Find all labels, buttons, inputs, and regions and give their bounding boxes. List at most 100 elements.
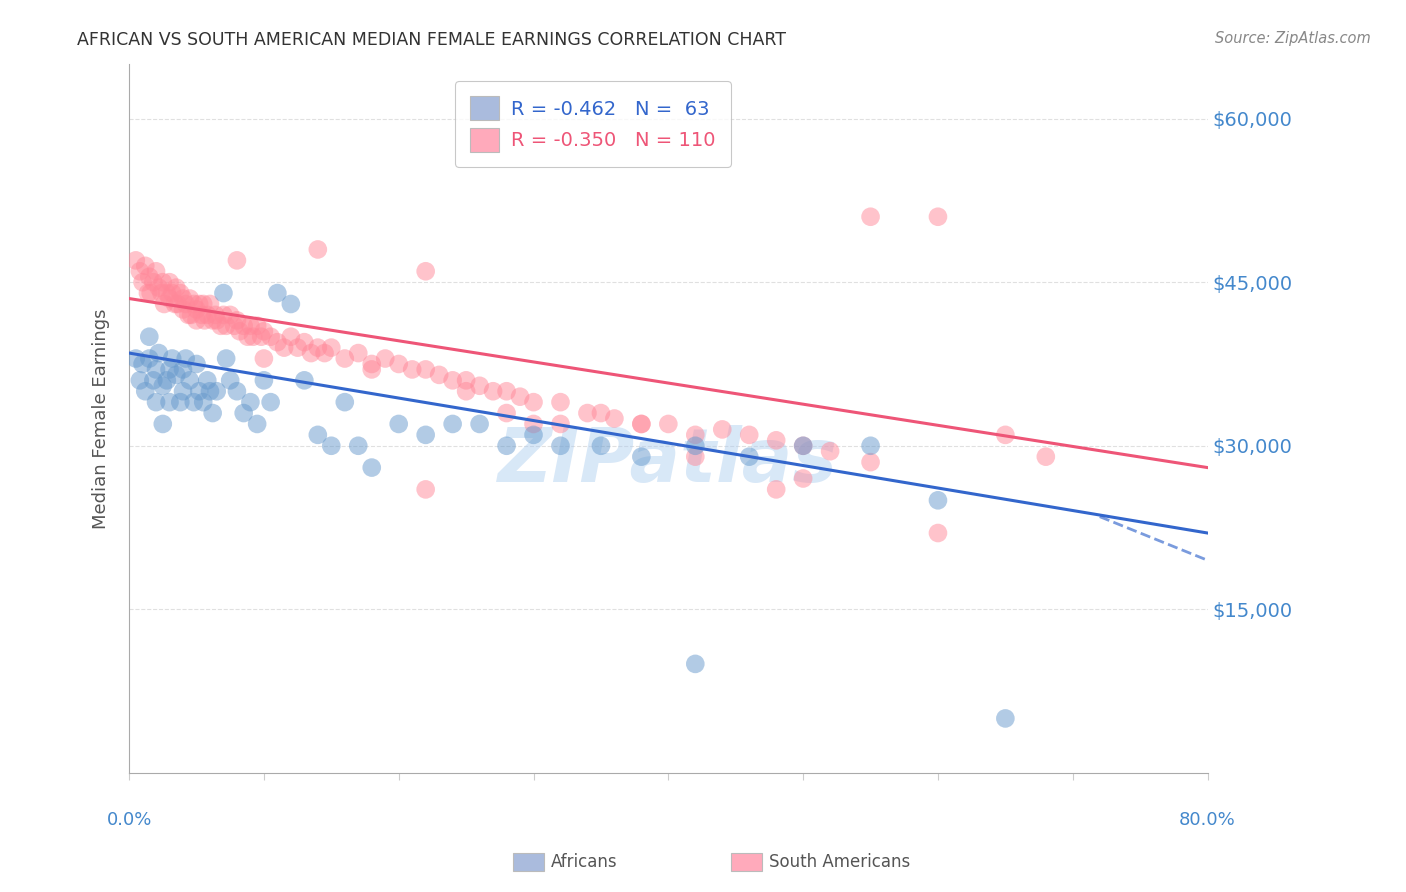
Point bbox=[150, 286, 173, 301]
Point bbox=[205, 313, 228, 327]
Point bbox=[456, 384, 478, 399]
Point bbox=[153, 297, 176, 311]
Point bbox=[152, 275, 174, 289]
Point bbox=[239, 318, 262, 333]
Point bbox=[201, 313, 224, 327]
Point bbox=[172, 384, 194, 399]
Y-axis label: Median Female Earnings: Median Female Earnings bbox=[93, 309, 110, 529]
Point bbox=[159, 362, 181, 376]
Text: 0.0%: 0.0% bbox=[107, 811, 152, 830]
Point bbox=[183, 297, 205, 311]
Text: South Americans: South Americans bbox=[769, 853, 910, 871]
Point bbox=[441, 373, 464, 387]
Point bbox=[307, 243, 329, 257]
Point bbox=[415, 428, 437, 442]
Point bbox=[859, 210, 882, 224]
Point bbox=[142, 275, 165, 289]
Point bbox=[212, 308, 235, 322]
Point bbox=[188, 297, 211, 311]
Point bbox=[186, 302, 208, 317]
Point bbox=[232, 318, 254, 333]
Point bbox=[630, 450, 652, 464]
Point bbox=[253, 351, 276, 366]
Point bbox=[711, 422, 734, 436]
Point bbox=[148, 280, 170, 294]
Point bbox=[138, 351, 160, 366]
Text: AFRICAN VS SOUTH AMERICAN MEDIAN FEMALE EARNINGS CORRELATION CHART: AFRICAN VS SOUTH AMERICAN MEDIAN FEMALE … bbox=[77, 31, 786, 49]
Point bbox=[792, 471, 814, 485]
Text: Source: ZipAtlas.com: Source: ZipAtlas.com bbox=[1215, 31, 1371, 46]
Point bbox=[145, 362, 167, 376]
Point bbox=[131, 275, 153, 289]
Point bbox=[522, 428, 544, 442]
Point bbox=[292, 373, 315, 387]
Point bbox=[738, 428, 761, 442]
Point bbox=[186, 357, 208, 371]
Point bbox=[495, 439, 517, 453]
Point bbox=[259, 329, 281, 343]
Point bbox=[388, 357, 411, 371]
Point bbox=[927, 493, 949, 508]
Point bbox=[228, 324, 250, 338]
Point bbox=[169, 395, 191, 409]
Point bbox=[415, 362, 437, 376]
Point bbox=[347, 346, 370, 360]
Point bbox=[134, 259, 156, 273]
Point bbox=[415, 483, 437, 497]
Point bbox=[374, 351, 396, 366]
Point bbox=[441, 417, 464, 431]
Point bbox=[219, 308, 242, 322]
Point bbox=[172, 292, 194, 306]
Point bbox=[266, 286, 288, 301]
Text: ZIPatlas: ZIPatlas bbox=[498, 425, 838, 498]
Point bbox=[131, 357, 153, 371]
Point bbox=[401, 362, 423, 376]
Point bbox=[314, 346, 336, 360]
Point bbox=[128, 264, 150, 278]
Point bbox=[333, 395, 356, 409]
Point bbox=[388, 417, 411, 431]
Point bbox=[160, 351, 183, 366]
Point bbox=[482, 384, 505, 399]
Point bbox=[550, 439, 572, 453]
Point bbox=[253, 324, 276, 338]
Point bbox=[630, 417, 652, 431]
Point bbox=[333, 351, 356, 366]
Point bbox=[495, 384, 517, 399]
Legend: R = -0.462   N =  63, R = -0.350   N = 110: R = -0.462 N = 63, R = -0.350 N = 110 bbox=[454, 81, 731, 167]
Point bbox=[427, 368, 450, 382]
Point bbox=[212, 286, 235, 301]
Point bbox=[550, 417, 572, 431]
Point bbox=[169, 286, 191, 301]
Point bbox=[226, 384, 249, 399]
Point bbox=[818, 444, 841, 458]
Text: 80.0%: 80.0% bbox=[1180, 811, 1236, 830]
Point bbox=[266, 335, 288, 350]
Point bbox=[204, 308, 226, 322]
Point bbox=[242, 329, 264, 343]
Point bbox=[186, 313, 208, 327]
Point bbox=[128, 373, 150, 387]
Point bbox=[657, 417, 679, 431]
Point bbox=[321, 341, 343, 355]
Point bbox=[174, 351, 197, 366]
Point bbox=[172, 362, 194, 376]
Point bbox=[138, 269, 160, 284]
Point bbox=[307, 428, 329, 442]
Point bbox=[685, 439, 707, 453]
Point bbox=[145, 395, 167, 409]
Point bbox=[347, 439, 370, 453]
Point bbox=[134, 384, 156, 399]
Point bbox=[792, 439, 814, 453]
Point bbox=[576, 406, 599, 420]
Point bbox=[159, 395, 181, 409]
Point bbox=[148, 346, 170, 360]
Point bbox=[859, 439, 882, 453]
Point bbox=[193, 297, 215, 311]
Point bbox=[179, 292, 201, 306]
Point bbox=[927, 526, 949, 541]
Point bbox=[125, 351, 148, 366]
Point bbox=[287, 341, 309, 355]
Point bbox=[685, 657, 707, 671]
Point bbox=[280, 297, 302, 311]
